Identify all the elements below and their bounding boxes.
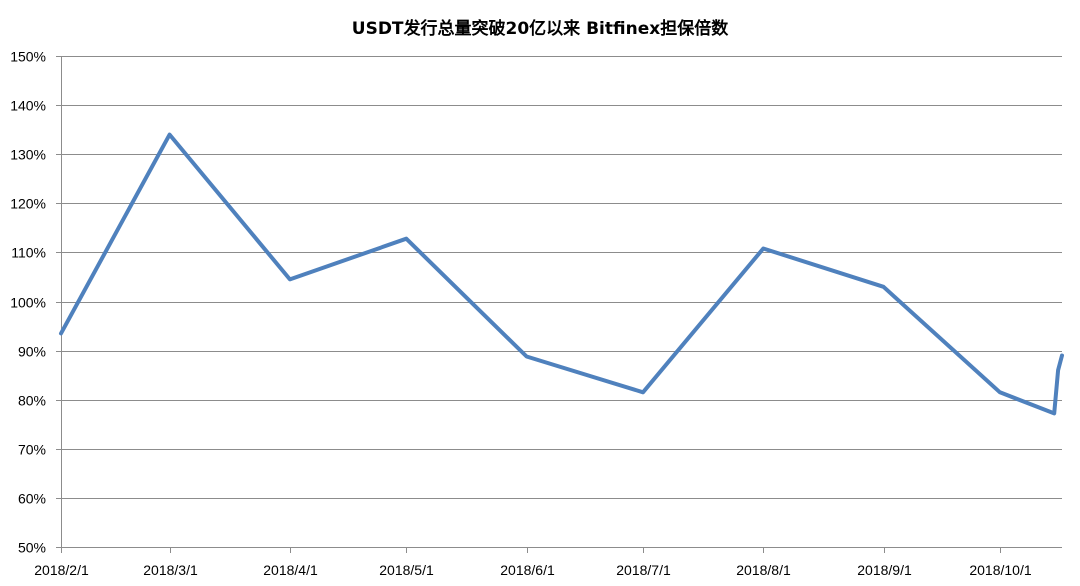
y-tick-label: 90% xyxy=(18,344,46,360)
y-tick-label: 120% xyxy=(10,196,46,212)
chart-title: USDT发行总量突破20亿以来 Bitfinex担保倍数 xyxy=(352,18,729,39)
x-tick-label: 2018/2/1 xyxy=(34,562,89,578)
series-line xyxy=(59,132,1064,416)
x-tick-label: 2018/10/1 xyxy=(969,562,1031,578)
y-tick-label: 130% xyxy=(10,147,46,163)
x-tick-label: 2018/3/1 xyxy=(143,562,198,578)
x-tick-label: 2018/7/1 xyxy=(616,562,671,578)
y-tick-label: 110% xyxy=(11,245,46,261)
x-tick-label: 2018/8/1 xyxy=(736,562,791,578)
x-tick-labels: 2018/2/1 2018/3/1 2018/4/1 2018/5/1 2018/6/1… xyxy=(34,562,1032,578)
y-tick-label: 100% xyxy=(10,295,46,311)
y-tick-label: 50% xyxy=(18,540,46,556)
y-tick-label: 80% xyxy=(18,393,46,409)
y-tick-label: 150% xyxy=(10,49,46,65)
y-tick-label: 60% xyxy=(18,491,46,507)
y-tick-label: 70% xyxy=(18,442,46,458)
grid-lines xyxy=(61,56,1062,499)
y-tick-label: 140% xyxy=(10,98,46,114)
x-tick-label: 2018/9/1 xyxy=(857,562,912,578)
x-tick-label: 2018/5/1 xyxy=(379,562,434,578)
y-tick-labels: 50% 60% 70% 80% 90% 100% 110% 120% 130% 140% 150% xyxy=(10,49,46,556)
axes xyxy=(56,56,1062,553)
x-tick-label: 2018/4/1 xyxy=(263,562,318,578)
series-layer xyxy=(59,132,1064,416)
x-tick-label: 2018/6/1 xyxy=(500,562,555,578)
